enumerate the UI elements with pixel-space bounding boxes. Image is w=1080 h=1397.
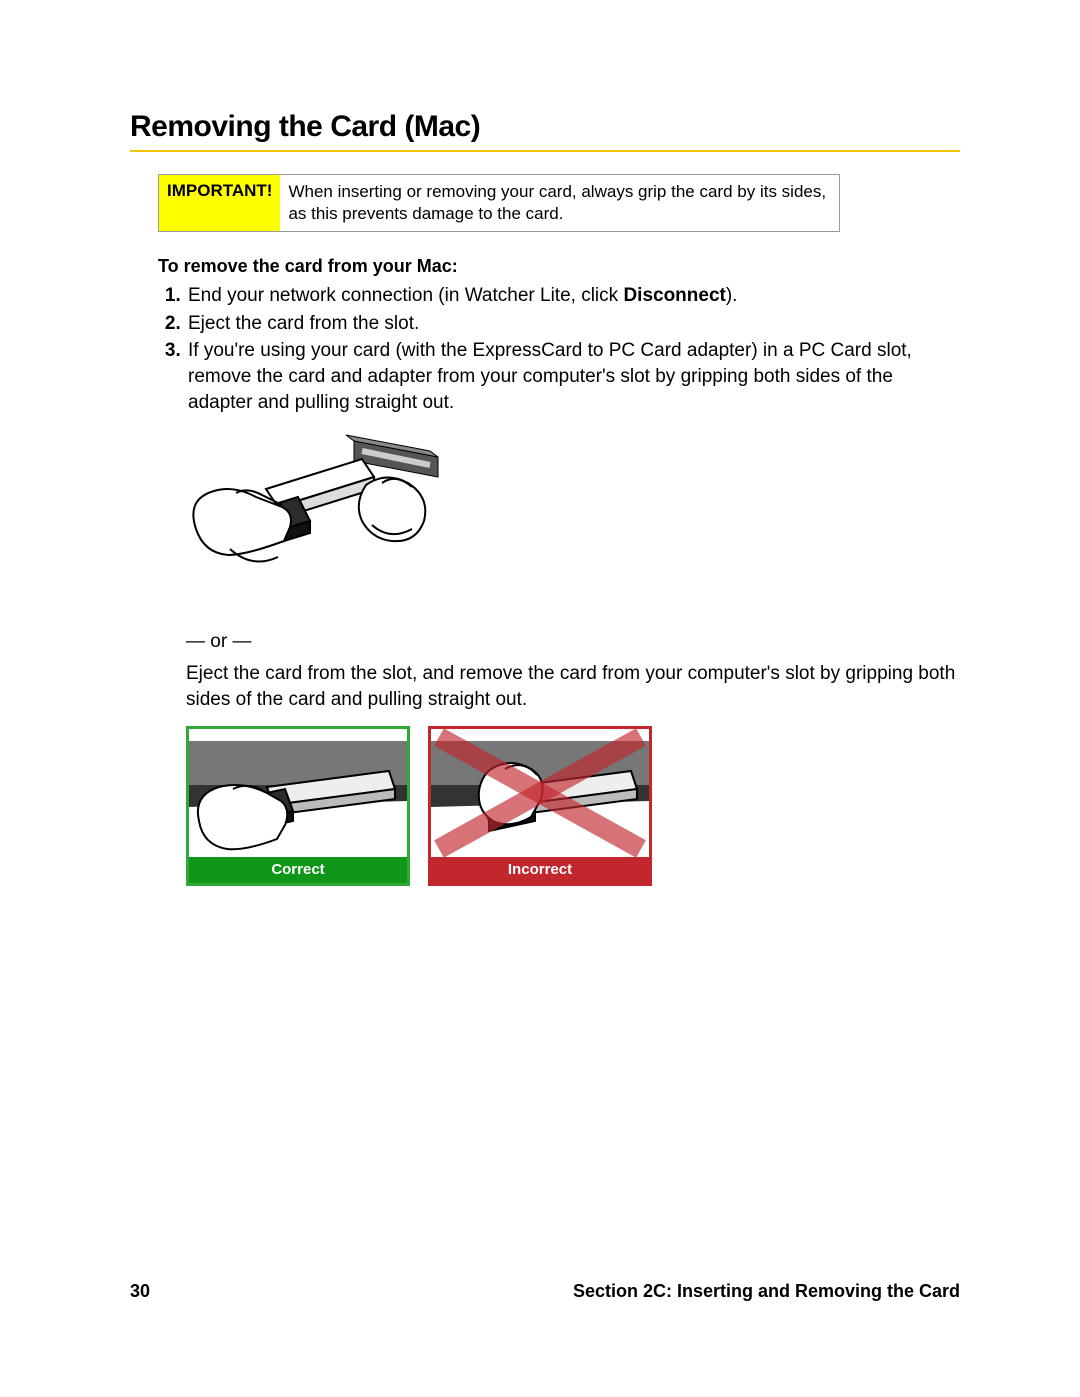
step-2: Eject the card from the slot. (186, 311, 960, 337)
step-1-bold: Disconnect (623, 285, 725, 306)
correct-frame: Correct (186, 726, 410, 886)
page-number: 30 (130, 1281, 150, 1302)
important-callout: IMPORTANT! When inserting or removing yo… (158, 174, 840, 232)
step-1-pre: End your network connection (in Watcher … (188, 285, 623, 306)
accent-rule (130, 150, 960, 152)
section-title: Section 2C: Inserting and Removing the C… (573, 1281, 960, 1302)
incorrect-illustration (431, 729, 649, 857)
step-1: End your network connection (in Watcher … (186, 283, 960, 309)
step-1-post: ). (726, 285, 738, 306)
step-3: If you're using your card (with the Expr… (186, 338, 960, 415)
procedure-subhead: To remove the card from your Mac: (158, 256, 960, 277)
correct-label: Correct (189, 857, 407, 883)
adapter-removal-illustration (186, 429, 960, 619)
steps-list: End your network connection (in Watcher … (158, 283, 960, 415)
callout-text: When inserting or removing your card, al… (280, 175, 839, 231)
or-divider: — or — (186, 629, 960, 655)
correct-illustration (189, 729, 407, 857)
alternate-instruction: Eject the card from the slot, and remove… (186, 661, 960, 712)
page-footer: 30 Section 2C: Inserting and Removing th… (130, 1281, 960, 1302)
correct-incorrect-panel: Correct (186, 726, 960, 886)
callout-label: IMPORTANT! (159, 175, 280, 231)
incorrect-frame: Incorrect (428, 726, 652, 886)
incorrect-label: Incorrect (431, 857, 649, 883)
page-title: Removing the Card (Mac) (130, 110, 960, 144)
